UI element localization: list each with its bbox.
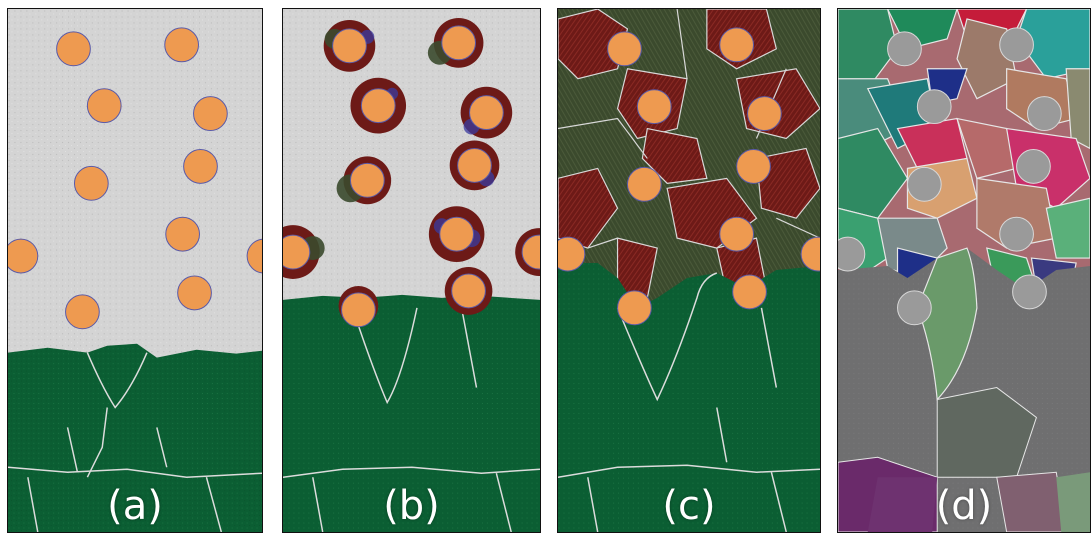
particle-icon: [183, 148, 218, 184]
mid-grain: [936, 387, 1038, 478]
particle-icon: [349, 162, 385, 198]
particle-icon: [897, 290, 932, 326]
particle-icon: [747, 96, 782, 132]
particle-icon: [439, 216, 475, 252]
particle-icon: [1012, 274, 1047, 310]
particle-icon: [86, 88, 122, 124]
particle-icon: [800, 236, 820, 272]
panel-label: (c): [662, 483, 716, 529]
panel-c: (c): [557, 8, 821, 533]
grain-boundaries: [283, 307, 540, 532]
particle-icon: [617, 290, 652, 326]
particle-icon: [626, 166, 662, 202]
particle-icon: [887, 31, 922, 67]
particle-icon: [732, 274, 767, 310]
grain-boundaries: [8, 352, 262, 532]
particle-icon: [1016, 148, 1051, 184]
purple-grain-2: [867, 477, 938, 532]
green-grain-bottom: [1056, 472, 1090, 532]
particle-icon: [719, 216, 755, 252]
particle-icon: [165, 216, 200, 252]
particle-icon: [607, 31, 642, 67]
particle-icon: [636, 89, 672, 125]
particle-icon: [177, 275, 212, 311]
particle-icon: [906, 166, 942, 202]
panel-a: (a): [7, 8, 263, 533]
particle-icon: [838, 236, 866, 272]
particle-icon: [999, 216, 1034, 252]
panel-b: (b): [282, 8, 541, 533]
particle-icon: [1027, 96, 1062, 132]
particle-icon: [719, 27, 755, 63]
particle-icon: [558, 236, 586, 272]
solid-region: [838, 248, 1090, 532]
bright-grain: [916, 247, 978, 401]
panel-label: (d): [935, 483, 993, 529]
particle-icon: [999, 27, 1034, 63]
particle-icon: [332, 28, 367, 64]
panel-d: (d): [837, 8, 1091, 533]
rose-grain: [996, 471, 1067, 532]
particle-icon: [8, 238, 39, 274]
panel-label: (b): [383, 483, 440, 529]
solid-region: [558, 263, 820, 532]
particles: [8, 27, 262, 330]
particle-icon: [521, 234, 540, 270]
particle-icon: [164, 27, 199, 63]
particle-icon: [736, 148, 771, 184]
particle-icon: [193, 96, 228, 132]
particle-icon: [65, 294, 100, 330]
particle-icon: [457, 147, 492, 183]
particle-icon: [283, 234, 311, 270]
particles: [558, 27, 820, 326]
solid-region: [8, 343, 262, 532]
particles: [283, 25, 540, 328]
panel-b-image: [283, 9, 540, 532]
grain-boundaries: [558, 272, 820, 532]
particle-icon: [916, 89, 952, 125]
particle-icon: [56, 31, 91, 67]
particles: [838, 27, 1062, 326]
panel-label: (a): [107, 483, 163, 529]
particle-icon: [360, 88, 396, 124]
panel-c-image: [558, 9, 820, 532]
particle-icon: [441, 25, 476, 61]
particle-icon: [73, 165, 109, 201]
panel-a-image: [8, 9, 262, 532]
panel-d-image: [838, 9, 1090, 532]
particle-icon: [246, 238, 262, 274]
particle-icon: [469, 95, 504, 131]
particle-icon: [341, 292, 376, 328]
particle-icon: [451, 273, 486, 309]
